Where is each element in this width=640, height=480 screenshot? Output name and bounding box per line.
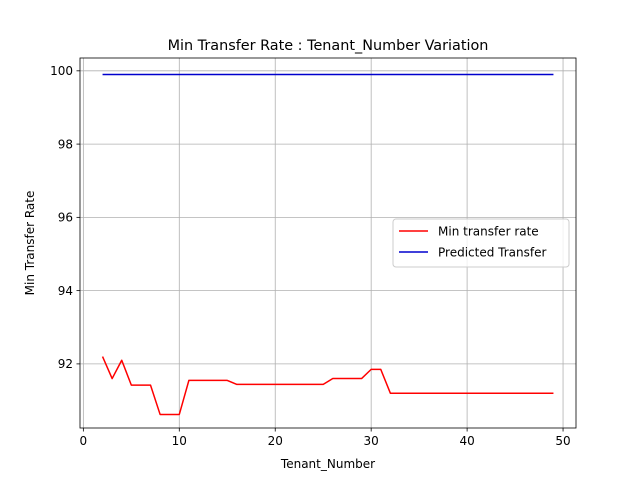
legend-label-predicted-transfer: Predicted Transfer — [438, 246, 546, 260]
x-tick-label: 20 — [268, 434, 283, 448]
y-axis-label: Min Transfer Rate — [23, 191, 37, 296]
y-axis: 92 94 96 98 100 — [50, 64, 80, 371]
y-tick-label: 92 — [58, 357, 73, 371]
legend-box — [392, 218, 570, 268]
series-layer — [101, 73, 554, 416]
x-axis: 0 10 20 30 40 50 — [80, 428, 571, 448]
plot-frame — [79, 57, 577, 429]
x-tick-label: 40 — [459, 434, 474, 448]
y-tick-label: 98 — [58, 137, 73, 151]
legend: Min transfer rate Predicted Transfer — [392, 218, 570, 268]
chart-title: Min Transfer Rate : Tenant_Number Variat… — [168, 38, 489, 54]
x-tick-label: 0 — [80, 434, 88, 448]
x-tick-label: 50 — [555, 434, 570, 448]
y-tick-label: 96 — [58, 211, 73, 225]
legend-label-min-transfer-rate: Min transfer rate — [438, 225, 539, 239]
series-line-min-transfer-rate — [101, 356, 554, 416]
x-tick-label: 10 — [172, 434, 187, 448]
y-tick-label: 100 — [50, 64, 73, 78]
grid — [80, 58, 576, 428]
y-tick-label: 94 — [58, 284, 73, 298]
x-axis-label: Tenant_Number — [280, 457, 375, 471]
x-tick-label: 30 — [364, 434, 379, 448]
